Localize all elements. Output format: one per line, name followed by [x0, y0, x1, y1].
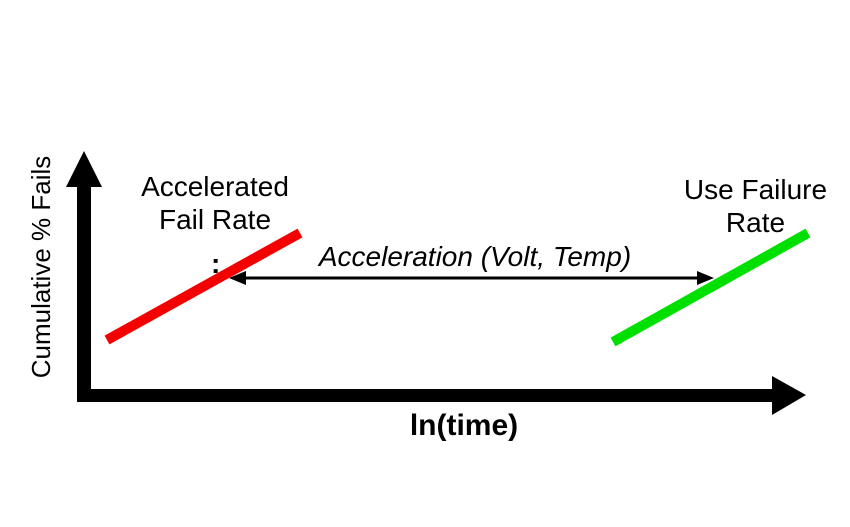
y-axis-arrow [66, 151, 102, 402]
x-axis-label: ln(time) [409, 409, 519, 442]
y-axis-shaft [77, 184, 91, 402]
use-failure-rate-label: Use Failure Rate [683, 174, 828, 238]
x-axis-shaft [77, 389, 775, 402]
accelerated-fail-rate-line [104, 228, 303, 345]
x-axis-arrow [77, 376, 806, 415]
accelerated-fail-rate-label: Accelerated Fail Rate [141, 171, 289, 235]
acceleration-arrow-right-head-icon [697, 271, 714, 285]
colon-mark: : [211, 248, 221, 279]
use-failure-rate-line [610, 228, 811, 347]
acceleration-arrow-left-head-icon [229, 271, 246, 285]
x-axis-arrowhead-icon [772, 376, 806, 415]
y-axis-label: Cumulative % Fails [26, 155, 56, 379]
acceleration-arrow [229, 271, 714, 285]
acceleration-arrow-label: Acceleration (Volt, Temp) [318, 241, 632, 272]
y-axis-arrowhead-icon [66, 151, 102, 187]
